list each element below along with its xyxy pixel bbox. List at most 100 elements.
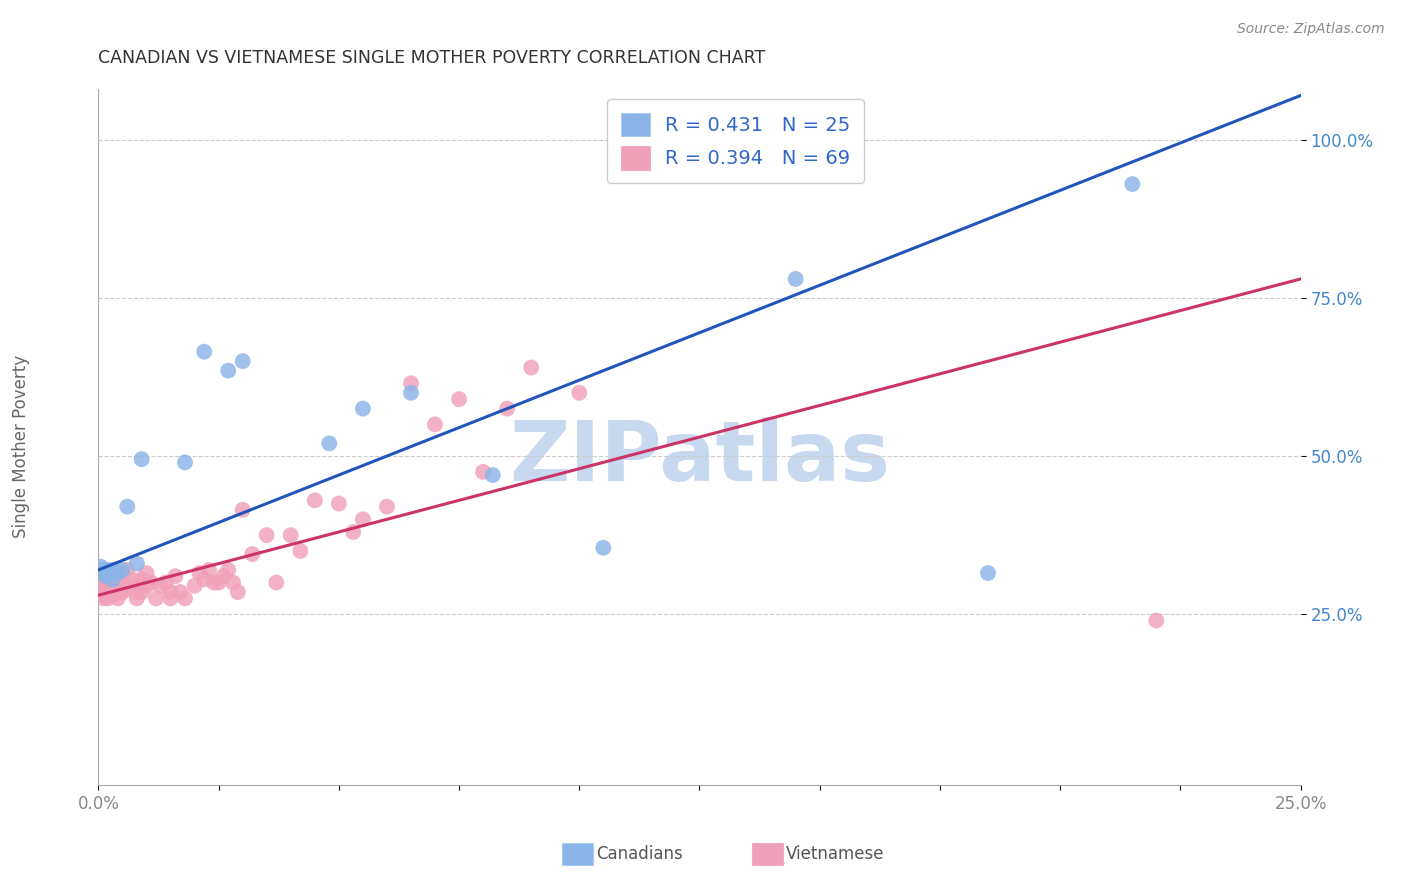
- Point: [91, 591, 114, 606]
- Point: [208, 575, 231, 590]
- Point: [101, 585, 124, 599]
- Point: [399, 385, 422, 400]
- Point: [101, 569, 124, 583]
- Point: [90, 559, 112, 574]
- Point: [111, 563, 134, 577]
- Point: [193, 573, 215, 587]
- Point: [481, 468, 503, 483]
- Point: [256, 528, 278, 542]
- Point: [117, 563, 139, 577]
- Point: [125, 557, 148, 571]
- Point: [217, 364, 239, 378]
- Point: [107, 591, 129, 606]
- Point: [117, 582, 139, 596]
- Point: [226, 585, 249, 599]
- Point: [145, 591, 167, 606]
- Point: [107, 575, 129, 590]
- Point: [304, 493, 326, 508]
- Point: [318, 436, 340, 450]
- Point: [111, 579, 134, 593]
- Point: [107, 566, 129, 580]
- Point: [375, 500, 398, 514]
- Point: [290, 544, 312, 558]
- Point: [111, 585, 134, 599]
- Text: ZIPatlas: ZIPatlas: [509, 417, 890, 499]
- Point: [447, 392, 470, 406]
- Point: [91, 579, 114, 593]
- Point: [568, 385, 591, 400]
- Point: [496, 401, 519, 416]
- Point: [91, 588, 114, 602]
- Point: [101, 563, 124, 577]
- Point: [141, 575, 163, 590]
- Point: [592, 541, 614, 555]
- Point: [232, 503, 254, 517]
- Point: [352, 512, 374, 526]
- Point: [121, 573, 143, 587]
- Point: [111, 566, 134, 580]
- Point: [125, 585, 148, 599]
- Point: [97, 566, 120, 580]
- Point: [785, 272, 807, 286]
- Point: [232, 354, 254, 368]
- Point: [94, 575, 117, 590]
- Point: [1121, 177, 1143, 191]
- Point: [202, 575, 225, 590]
- Point: [174, 591, 197, 606]
- Point: [183, 579, 205, 593]
- Point: [149, 579, 172, 593]
- Text: Single Mother Poverty: Single Mother Poverty: [13, 354, 30, 538]
- Text: Canadians: Canadians: [596, 845, 683, 863]
- Point: [423, 417, 446, 432]
- Point: [520, 360, 543, 375]
- Legend: R = 0.431   N = 25, R = 0.394   N = 69: R = 0.431 N = 25, R = 0.394 N = 69: [607, 99, 865, 184]
- Point: [125, 591, 148, 606]
- Point: [193, 344, 215, 359]
- Point: [222, 575, 245, 590]
- Point: [266, 575, 288, 590]
- Point: [97, 585, 120, 599]
- Point: [97, 579, 120, 593]
- Point: [90, 585, 112, 599]
- Point: [472, 465, 495, 479]
- Point: [212, 569, 235, 583]
- Point: [131, 452, 153, 467]
- Point: [100, 582, 122, 596]
- Point: [131, 585, 153, 599]
- Point: [135, 566, 157, 580]
- Point: [89, 582, 111, 596]
- Point: [117, 500, 139, 514]
- Point: [198, 563, 221, 577]
- Point: [188, 566, 211, 580]
- Point: [91, 582, 114, 596]
- Point: [91, 563, 114, 577]
- Point: [1144, 614, 1167, 628]
- Point: [217, 563, 239, 577]
- Point: [91, 585, 114, 599]
- Point: [352, 401, 374, 416]
- Text: Vietnamese: Vietnamese: [786, 845, 884, 863]
- Text: Source: ZipAtlas.com: Source: ZipAtlas.com: [1237, 22, 1385, 37]
- Point: [280, 528, 302, 542]
- Point: [977, 566, 1000, 580]
- Point: [94, 569, 117, 583]
- Point: [101, 573, 124, 587]
- Point: [97, 563, 120, 577]
- Text: CANADIAN VS VIETNAMESE SINGLE MOTHER POVERTY CORRELATION CHART: CANADIAN VS VIETNAMESE SINGLE MOTHER POV…: [98, 49, 766, 67]
- Point: [121, 579, 143, 593]
- Point: [91, 566, 114, 580]
- Point: [97, 591, 120, 606]
- Point: [135, 579, 157, 593]
- Point: [342, 524, 364, 539]
- Point: [240, 547, 263, 561]
- Point: [159, 585, 181, 599]
- Point: [131, 573, 153, 587]
- Point: [155, 575, 177, 590]
- Point: [328, 496, 350, 510]
- Point: [165, 569, 187, 583]
- Point: [101, 579, 124, 593]
- Point: [169, 585, 191, 599]
- Point: [159, 591, 181, 606]
- Point: [101, 588, 124, 602]
- Point: [399, 376, 422, 391]
